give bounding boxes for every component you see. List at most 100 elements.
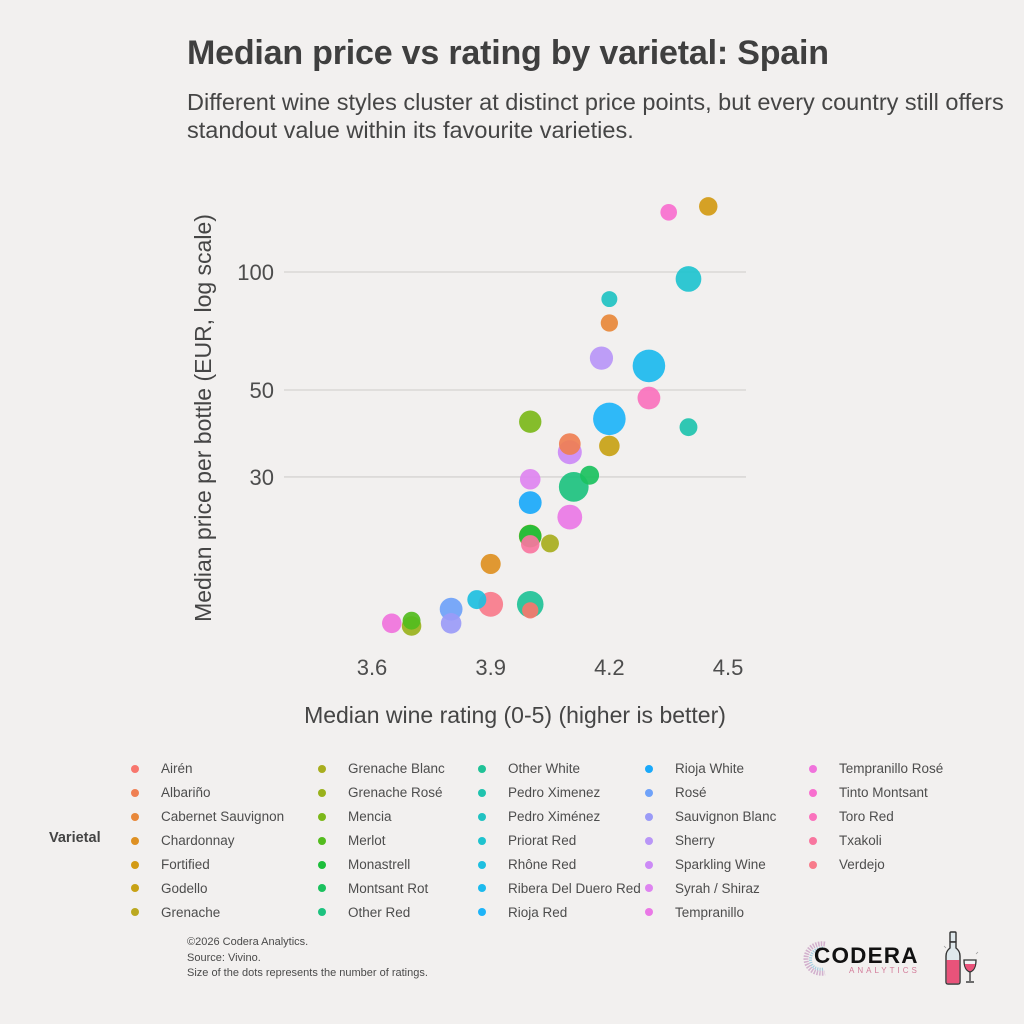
data-point: Toro Red bbox=[637, 386, 661, 410]
size-note-text: Size of the dots represents the number o… bbox=[187, 967, 428, 979]
legend-swatch-icon bbox=[478, 812, 486, 821]
data-point: Godello bbox=[599, 435, 620, 457]
legend-swatch-icon bbox=[131, 860, 139, 869]
legend-item: Sparkling Wine bbox=[645, 853, 776, 877]
x-tick-label: 3.9 bbox=[475, 655, 506, 680]
legend-label: Albariño bbox=[161, 785, 211, 801]
legend-item: Rioja White bbox=[645, 757, 776, 781]
legend-label: Rioja Red bbox=[508, 904, 568, 920]
legend-column: Airén Albariño Cabernet Sauvignon Chardonna… bbox=[131, 757, 284, 924]
legend-item: Fortified bbox=[131, 853, 284, 877]
gridlines bbox=[284, 271, 746, 478]
legend-item: Tinto Montsant bbox=[809, 781, 943, 805]
codera-logo: CODERA ANALYTICS bbox=[803, 938, 923, 980]
legend-label: Syrah / Shiraz bbox=[675, 880, 760, 896]
data-point: Tempranillo bbox=[557, 504, 583, 530]
legend-item: Priorat Red bbox=[478, 829, 641, 853]
legend-swatch-icon bbox=[131, 884, 139, 893]
legend-swatch-icon bbox=[645, 860, 653, 869]
legend-swatch-icon bbox=[809, 812, 817, 821]
legend-label: Sauvignon Blanc bbox=[675, 809, 777, 825]
legend-item: Other White bbox=[478, 757, 641, 781]
legend-label: Other Red bbox=[348, 904, 411, 920]
legend-swatch-icon bbox=[318, 812, 326, 821]
legend-swatch-icon bbox=[645, 812, 653, 821]
legend-label: Tinto Montsant bbox=[839, 785, 928, 801]
legend-label: Priorat Red bbox=[508, 833, 577, 849]
x-tick-label: 4.2 bbox=[594, 655, 625, 680]
copyright-text: ©2026 Codera Analytics. bbox=[187, 936, 309, 948]
legend-item: Chardonnay bbox=[131, 829, 284, 853]
legend-swatch-icon bbox=[131, 812, 139, 821]
legend-item: Grenache bbox=[131, 900, 284, 924]
legend-swatch-icon bbox=[645, 764, 653, 773]
data-point: Montsant Rot bbox=[580, 465, 600, 485]
legend-label: Verdejo bbox=[839, 857, 885, 872]
legend-swatch-icon bbox=[318, 788, 326, 797]
source-text: Source: Vivino. bbox=[187, 951, 261, 964]
legend-label: Ribera Del Duero Red bbox=[508, 880, 641, 896]
legend-swatch-icon bbox=[131, 908, 139, 917]
legend-swatch-icon bbox=[645, 836, 653, 845]
legend-column: Grenache Blanc Grenache Rosé Mencia Merlot M… bbox=[318, 757, 445, 924]
chart-subtitle: Different wine styles cluster at distinc… bbox=[187, 89, 1004, 143]
data-point: Chardonnay bbox=[480, 553, 501, 574]
y-tick-label: 100 bbox=[237, 260, 274, 285]
data-point: Merlot bbox=[402, 611, 421, 630]
logo-wordmark: CODERA bbox=[814, 943, 919, 968]
legend-title: Varietal bbox=[49, 830, 101, 846]
legend-item: Mencia bbox=[318, 805, 445, 829]
legend-label: Grenache Blanc bbox=[348, 761, 445, 777]
legend-swatch-icon bbox=[809, 860, 817, 869]
legend-item: Montsant Rot bbox=[318, 876, 445, 900]
data-point: Pedro Ximénez bbox=[601, 291, 618, 308]
legend-item: Txakoli bbox=[809, 829, 943, 853]
data-point: Sherry bbox=[589, 346, 614, 370]
legend-swatch-icon bbox=[478, 884, 486, 893]
legend-label: Sparkling Wine bbox=[675, 857, 766, 872]
legend-item: Tempranillo Rosé bbox=[809, 757, 943, 781]
legend-label: Tempranillo Rosé bbox=[839, 761, 944, 777]
legend-item: Pedro Ximenez bbox=[478, 781, 641, 805]
legend-label: Other White bbox=[508, 761, 581, 777]
data-point: Albariño bbox=[558, 433, 581, 455]
legend-item: Other Red bbox=[318, 900, 445, 924]
legend: Varietal Airén Albariño Cabernet Sauvignon… bbox=[0, 757, 1024, 927]
legend-swatch-icon bbox=[478, 764, 486, 773]
data-point: Ribera Del Duero Red bbox=[632, 349, 666, 383]
legend-label: Rosé bbox=[675, 785, 707, 801]
footer-notes: ©2026 Codera Analytics. Source: Vivino. … bbox=[187, 935, 428, 982]
legend-label: Godello bbox=[161, 880, 208, 896]
legend-swatch-icon bbox=[809, 836, 817, 845]
legend-label: Airén bbox=[161, 761, 193, 777]
legend-swatch-icon bbox=[478, 908, 486, 917]
legend-item: Grenache Blanc bbox=[318, 757, 445, 781]
data-point: Syrah / Shiraz bbox=[519, 468, 541, 490]
legend-swatch-icon bbox=[131, 788, 139, 797]
y-axis-title: Median price per bottle (EUR, log scale) bbox=[190, 214, 216, 622]
legend-item: Syrah / Shiraz bbox=[645, 876, 776, 900]
data-point: Airén bbox=[522, 602, 539, 619]
legend-swatch-icon bbox=[318, 836, 326, 845]
legend-item: Rioja Red bbox=[478, 900, 641, 924]
legend-label: Fortified bbox=[161, 857, 210, 872]
legend-item: Sauvignon Blanc bbox=[645, 805, 776, 829]
legend-swatch-icon bbox=[131, 764, 139, 773]
legend-swatch-icon bbox=[318, 860, 326, 869]
legend-swatch-icon bbox=[478, 836, 486, 845]
wine-bottle-icon bbox=[943, 931, 979, 985]
chart-title: Median price vs rating by varietal: Spai… bbox=[187, 34, 829, 72]
legend-item: Rhône Red bbox=[478, 853, 641, 877]
y-axis-ticks: 30 50 100 bbox=[237, 260, 274, 490]
legend-label: Toro Red bbox=[839, 809, 894, 825]
data-point: Rioja White bbox=[518, 491, 542, 515]
legend-swatch-icon bbox=[318, 908, 326, 917]
x-tick-label: 3.6 bbox=[357, 655, 388, 680]
legend-item: Albariño bbox=[131, 781, 284, 805]
legend-label: Merlot bbox=[348, 833, 386, 849]
legend-column: Tempranillo Rosé Tinto Montsant Toro Red Tx… bbox=[809, 757, 943, 876]
legend-swatch-icon bbox=[131, 836, 139, 845]
legend-swatch-icon bbox=[318, 764, 326, 773]
